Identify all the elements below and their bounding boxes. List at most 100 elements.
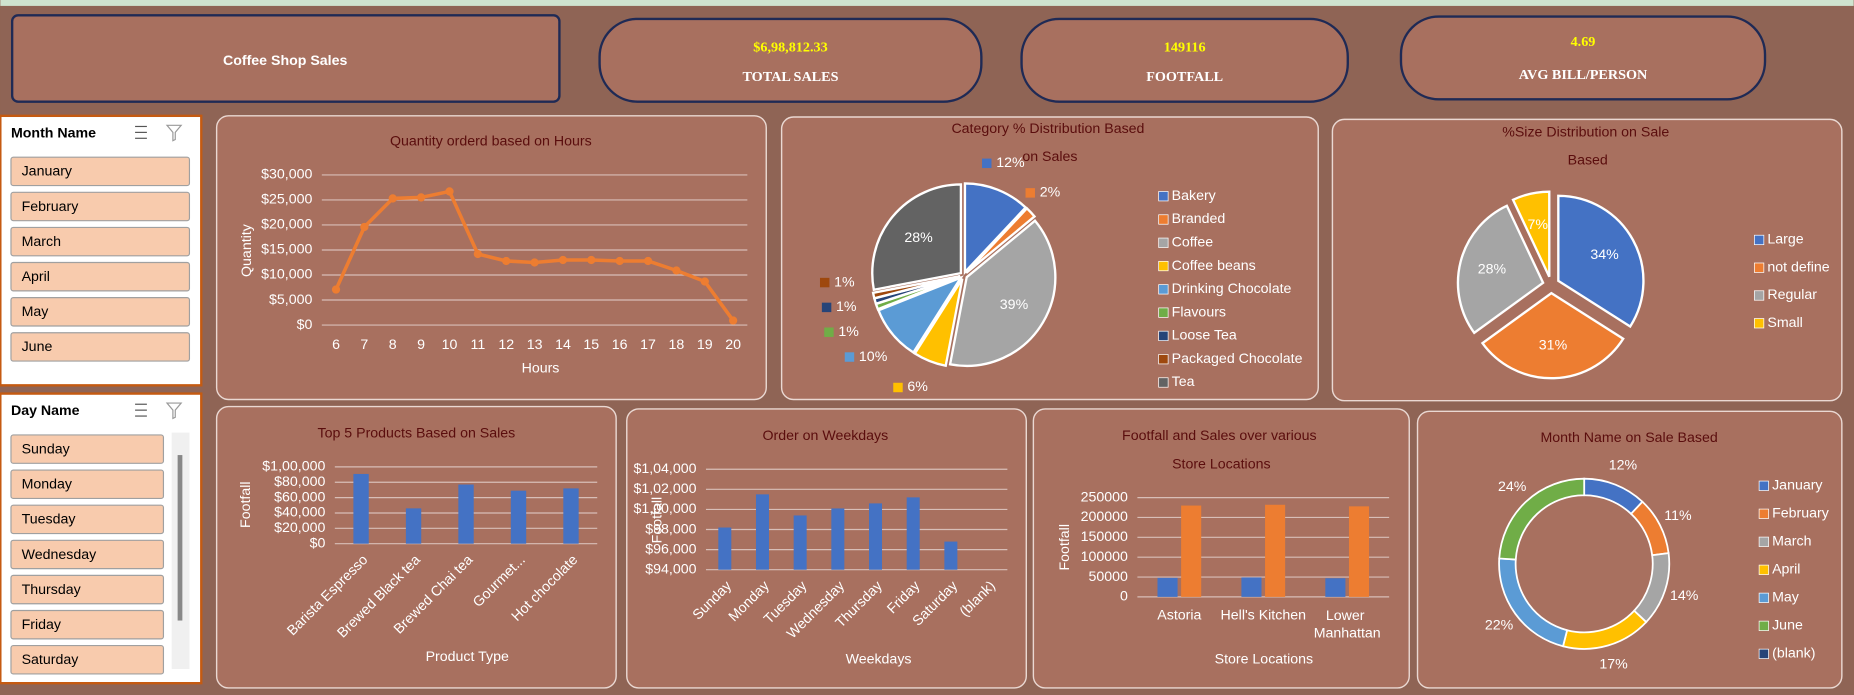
y-tick-label: 100000 <box>1081 549 1128 565</box>
legend-key <box>1158 307 1169 318</box>
clear-filter-button[interactable] <box>165 402 183 420</box>
legend-key <box>1754 318 1765 329</box>
chart-title: Quantity orderd based on Hours <box>390 134 592 150</box>
y-tick-label: $10,000 <box>261 267 312 283</box>
legend-label: May <box>1772 590 1800 606</box>
pie-slice <box>948 219 1057 368</box>
line-marker <box>587 255 596 265</box>
data-label: 11% <box>1664 508 1692 524</box>
slicer-item[interactable]: June <box>10 332 191 362</box>
slicer-item-label: March <box>22 234 61 250</box>
pie-slice <box>871 275 961 300</box>
bar <box>510 490 527 544</box>
x-tick-label: 7 <box>360 337 368 353</box>
y-tick-label: $94,000 <box>645 561 696 577</box>
y-tick-label: $5,000 <box>269 292 312 308</box>
slicer-item-label: May <box>22 304 50 320</box>
slicer-item[interactable]: April <box>10 261 191 292</box>
data-label: 28% <box>904 230 933 246</box>
slicer-item[interactable]: Tuesday <box>10 504 165 535</box>
slicer-item[interactable]: Thursday <box>10 574 165 605</box>
chart-title: Month Name on Sale Based <box>1540 430 1717 446</box>
kpi-value: 4.69 <box>1571 34 1596 50</box>
legend-key <box>1754 290 1765 301</box>
scrollbar-thumb[interactable] <box>177 455 183 621</box>
legend-key <box>1758 480 1769 491</box>
icon-filter <box>165 124 183 142</box>
multi-select-button[interactable] <box>135 125 147 139</box>
slicer-button <box>10 261 191 292</box>
legend-key <box>1758 536 1769 547</box>
chart-panel <box>215 405 617 689</box>
x-tick-label: 9 <box>417 337 425 353</box>
legend-label: not define <box>1767 259 1829 275</box>
slicer-item[interactable]: January <box>10 156 191 187</box>
x-axis-title: Hours <box>522 361 560 377</box>
legend-key <box>1158 377 1169 388</box>
x-tick-label: 15 <box>583 337 599 353</box>
legend-label: June <box>1772 618 1803 634</box>
slicer-button <box>10 332 191 362</box>
label-key <box>893 382 903 393</box>
y-tick-label: $20,000 <box>261 217 312 233</box>
x-tick-label: 13 <box>527 337 543 353</box>
slicer-item-label: Monday <box>22 477 73 493</box>
legend-label: (blank) <box>1772 646 1815 662</box>
slicer-item-label: Friday <box>22 617 62 633</box>
slicer-item-label: February <box>22 199 80 215</box>
data-label: 39% <box>1000 297 1029 313</box>
label-key <box>824 327 834 337</box>
bar <box>1157 577 1178 597</box>
y-tick-label: $25,000 <box>261 192 312 208</box>
y-tick-label: $0 <box>297 317 313 333</box>
legend-label: February <box>1772 506 1830 522</box>
slicer-item[interactable]: Monday <box>10 469 165 500</box>
legend-key <box>1758 564 1769 575</box>
slicer-item[interactable]: Friday <box>10 609 165 640</box>
slicer-item-label: Sunday <box>22 441 71 457</box>
data-label: 12% <box>1609 458 1638 474</box>
data-label: 12% <box>996 155 1025 171</box>
legend-label: Branded <box>1172 211 1226 227</box>
pie-slice <box>963 182 1028 276</box>
legend-label: Tea <box>1172 374 1195 390</box>
data-label: 31% <box>1539 338 1568 354</box>
donut-segment <box>1498 477 1586 561</box>
slicer-button <box>10 539 165 570</box>
chart-title: Footfall and Sales over various Store Lo… <box>1122 428 1321 472</box>
slicer-item[interactable]: May <box>10 297 191 327</box>
legend-label: January <box>1772 478 1823 494</box>
slicer-item-label: January <box>22 164 73 180</box>
multi-select-button[interactable] <box>135 403 147 417</box>
line-marker <box>530 258 539 267</box>
label-key <box>982 158 992 169</box>
pie-slice <box>871 183 963 292</box>
y-axis-title: Footfall <box>1057 524 1073 570</box>
bar <box>1241 577 1262 597</box>
y-tick-label: $96,000 <box>645 541 696 557</box>
x-tick-label: 14 <box>555 337 571 353</box>
line-marker <box>360 222 369 232</box>
slicer-item[interactable]: February <box>10 191 191 222</box>
x-tick-label: 8 <box>389 337 397 353</box>
slicer-item[interactable]: Wednesday <box>10 539 165 570</box>
kpi-label: TOTAL SALES <box>742 69 838 85</box>
slicer-item[interactable]: Sunday <box>10 434 165 464</box>
data-label: 17% <box>1599 657 1628 673</box>
legend-label: March <box>1772 534 1811 550</box>
bar <box>793 515 807 570</box>
legend-key <box>1158 354 1169 365</box>
slicer-button <box>10 574 165 605</box>
chart-title: Top 5 Products Based on Sales <box>318 426 516 442</box>
slicer-item[interactable]: March <box>10 226 191 257</box>
clear-filter-button[interactable] <box>165 124 183 142</box>
x-tick-label: 6 <box>332 337 340 353</box>
y-tick-label: $1,00,000 <box>633 501 696 517</box>
pie-slice <box>1511 190 1551 278</box>
title-box <box>10 14 561 103</box>
y-tick-label: $40,000 <box>274 505 325 521</box>
slicer-item[interactable]: Saturday <box>10 645 165 675</box>
legend-key <box>1758 620 1769 631</box>
bar <box>563 488 579 544</box>
